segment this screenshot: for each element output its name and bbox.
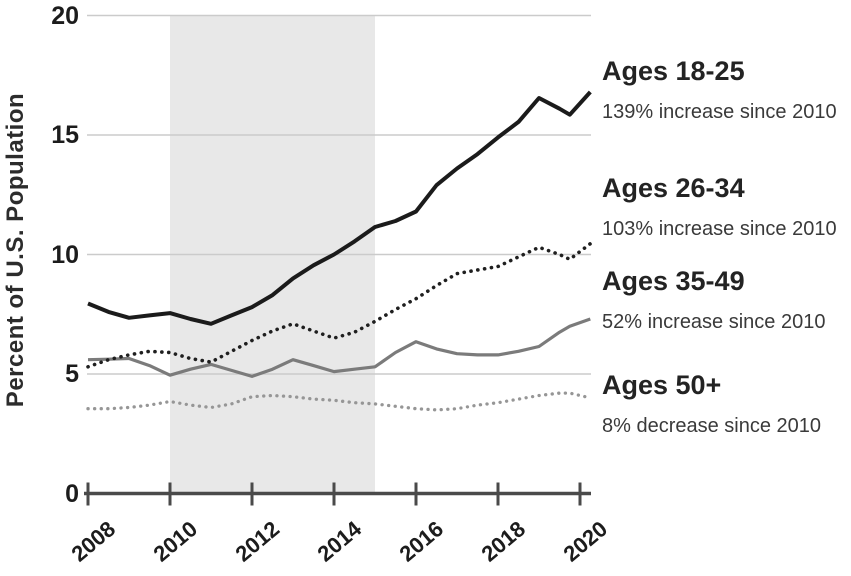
legend-series-annotation: 103% increase since 2010 bbox=[602, 218, 837, 240]
legend-series-name: Ages 50+ bbox=[602, 370, 722, 400]
legend-series-annotation: 8% decrease since 2010 bbox=[602, 415, 822, 437]
y-tick-label-15: 15 bbox=[51, 121, 79, 149]
legend-series-name: Ages 18-25 bbox=[602, 56, 745, 86]
legend: Ages 18-25 139% increase since 2010 Ages… bbox=[602, 0, 851, 576]
legend-series-annotation: 52% increase since 2010 bbox=[602, 311, 826, 333]
legend-entry-ages-50plus: Ages 50+ 8% decrease since 2010 bbox=[602, 371, 821, 437]
line-ages-35-49 bbox=[87, 317, 591, 378]
y-tick-label-5: 5 bbox=[65, 360, 79, 388]
line-ages-18-25 bbox=[87, 90, 592, 326]
y-tick-label-10: 10 bbox=[51, 240, 79, 269]
y-tick-label-20: 20 bbox=[51, 1, 79, 30]
legend-entry-ages-18-25: Ages 18-25 139% increase since 2010 bbox=[602, 57, 837, 123]
legend-entry-ages-26-34: Ages 26-34 103% increase since 2010 bbox=[602, 174, 837, 240]
legend-series-name: Ages 35-49 bbox=[602, 266, 745, 296]
legend-entry-ages-35-49: Ages 35-49 52% increase since 2010 bbox=[602, 267, 825, 333]
y-tick-label-0: 0 bbox=[65, 479, 79, 508]
line-ages-50- bbox=[86, 391, 592, 412]
legend-series-name: Ages 26-34 bbox=[602, 173, 745, 203]
legend-series-annotation: 139% increase since 2010 bbox=[602, 101, 837, 123]
